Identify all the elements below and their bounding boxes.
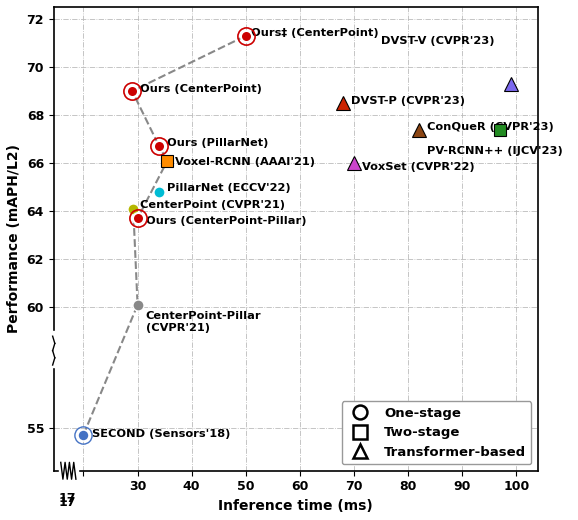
Text: SECOND (Sensors'18): SECOND (Sensors'18) bbox=[91, 428, 230, 438]
X-axis label: Inference time (ms): Inference time (ms) bbox=[218, 499, 373, 513]
Text: 17: 17 bbox=[58, 492, 76, 505]
Text: VoxSet (CVPR'22): VoxSet (CVPR'22) bbox=[362, 162, 475, 172]
Text: Voxel-RCNN (AAAI'21): Voxel-RCNN (AAAI'21) bbox=[176, 157, 316, 167]
Text: CenterPoint (CVPR'21): CenterPoint (CVPR'21) bbox=[140, 200, 286, 210]
Text: 17: 17 bbox=[58, 496, 76, 509]
Text: Ours (PillarNet): Ours (PillarNet) bbox=[167, 138, 269, 148]
Y-axis label: Performance (mAPH/L2): Performance (mAPH/L2) bbox=[7, 145, 21, 333]
Text: DVST-V (CVPR'23): DVST-V (CVPR'23) bbox=[381, 35, 495, 46]
Text: PillarNet (ECCV'22): PillarNet (ECCV'22) bbox=[167, 184, 291, 193]
Text: Ours (CenterPoint-Pillar): Ours (CenterPoint-Pillar) bbox=[146, 216, 306, 226]
Text: PV-RCNN++ (IJCV'23): PV-RCNN++ (IJCV'23) bbox=[427, 146, 563, 156]
Legend: One-stage, Two-stage, Transformer-based: One-stage, Two-stage, Transformer-based bbox=[342, 401, 531, 464]
Text: ConQueR (CVPR'23): ConQueR (CVPR'23) bbox=[427, 122, 554, 132]
Text: Ours‡ (CenterPoint): Ours‡ (CenterPoint) bbox=[251, 29, 379, 38]
Text: DVST-P (CVPR'23): DVST-P (CVPR'23) bbox=[351, 96, 465, 106]
Text: Ours (CenterPoint): Ours (CenterPoint) bbox=[140, 84, 262, 94]
Text: CenterPoint-Pillar
(CVPR'21): CenterPoint-Pillar (CVPR'21) bbox=[146, 311, 261, 333]
